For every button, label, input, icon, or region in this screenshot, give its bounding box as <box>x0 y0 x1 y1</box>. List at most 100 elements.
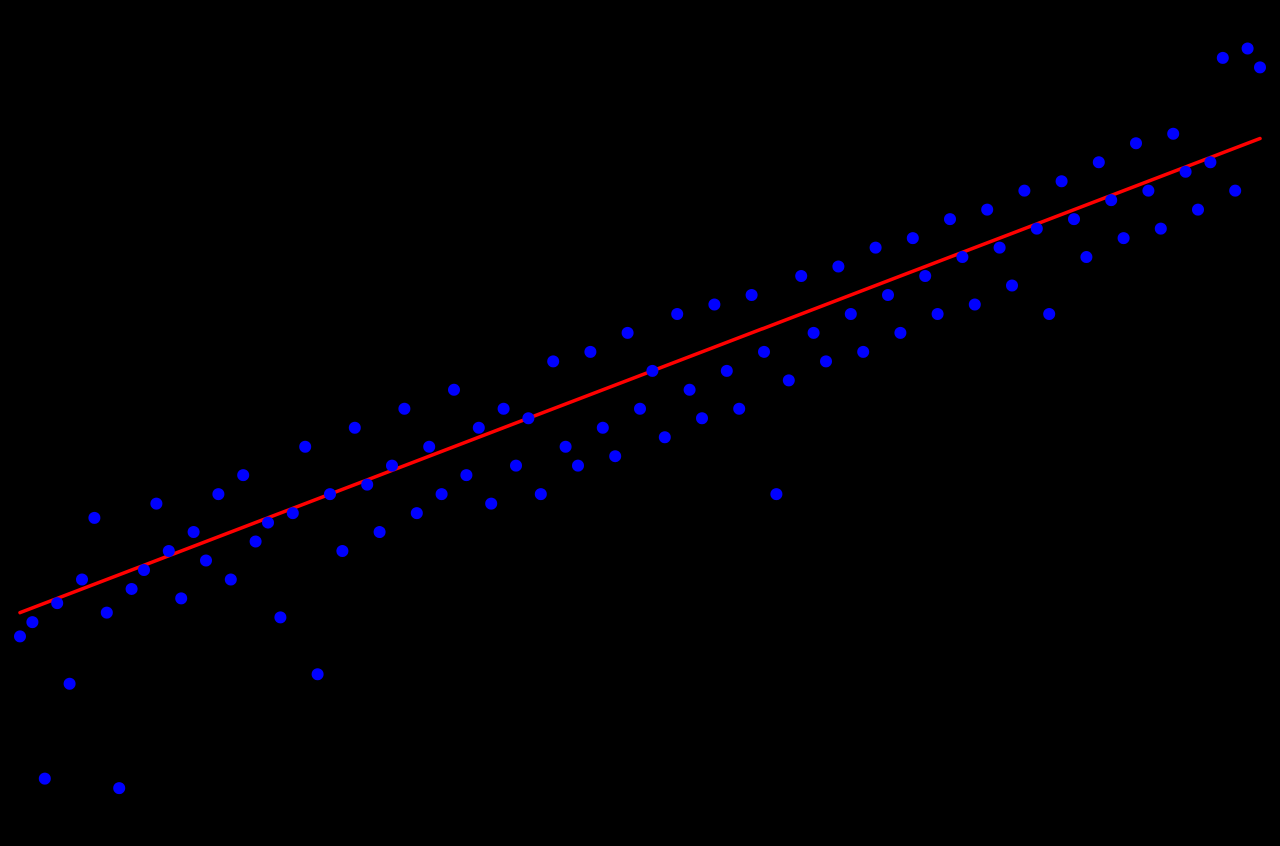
scatter-point <box>498 403 510 415</box>
scatter-point <box>101 607 113 619</box>
scatter-point <box>721 365 733 377</box>
scatter-point <box>969 298 981 310</box>
scatter-point <box>262 517 274 529</box>
scatter-point <box>684 384 696 396</box>
scatter-point <box>1229 185 1241 197</box>
scatter-point <box>14 630 26 642</box>
scatter-point <box>51 597 63 609</box>
scatter-point <box>1031 223 1043 235</box>
scatter-point <box>882 289 894 301</box>
scatter-point <box>795 270 807 282</box>
scatter-point <box>336 545 348 557</box>
scatter-point <box>287 507 299 519</box>
scatter-point <box>250 536 262 548</box>
scatter-point <box>1142 185 1154 197</box>
scatter-point <box>622 327 634 339</box>
scatter-point <box>609 450 621 462</box>
scatter-point <box>460 469 472 481</box>
scatter-point <box>560 441 572 453</box>
scatter-point <box>188 526 200 538</box>
scatter-point <box>374 526 386 538</box>
scatter-point <box>956 251 968 263</box>
scatter-point <box>312 668 324 680</box>
scatter-point <box>907 232 919 244</box>
scatter-point <box>808 327 820 339</box>
scatter-point <box>1118 232 1130 244</box>
scatter-point <box>646 365 658 377</box>
scatter-point <box>1155 223 1167 235</box>
scatter-point <box>386 460 398 472</box>
scatter-point <box>64 678 76 690</box>
scatter-point <box>597 422 609 434</box>
scatter-point <box>1080 251 1092 263</box>
chart-svg <box>0 0 1280 846</box>
scatter-point <box>436 488 448 500</box>
scatter-point <box>671 308 683 320</box>
scatter-point <box>126 583 138 595</box>
scatter-point <box>448 384 460 396</box>
scatter-point <box>770 488 782 500</box>
scatter-point <box>39 773 51 785</box>
scatter-point <box>659 431 671 443</box>
scatter-point <box>88 512 100 524</box>
scatter-point <box>1093 156 1105 168</box>
scatter-point <box>944 213 956 225</box>
scatter-point <box>411 507 423 519</box>
scatter-point <box>1192 204 1204 216</box>
scatter-point <box>1018 185 1030 197</box>
scatter-point <box>932 308 944 320</box>
scatter-point <box>634 403 646 415</box>
scatter-point <box>845 308 857 320</box>
scatter-point <box>349 422 361 434</box>
scatter-point <box>1167 128 1179 140</box>
scatter-point <box>237 469 249 481</box>
scatter-point <box>1217 52 1229 64</box>
scatter-point <box>274 611 286 623</box>
scatter-point <box>857 346 869 358</box>
scatter-point <box>535 488 547 500</box>
scatter-point <box>1242 42 1254 54</box>
scatter-point <box>1105 194 1117 206</box>
chart-background <box>0 0 1280 846</box>
scatter-point <box>113 782 125 794</box>
scatter-point <box>1254 61 1266 73</box>
scatter-point <box>163 545 175 557</box>
scatter-point <box>870 242 882 254</box>
scatter-point <box>361 479 373 491</box>
scatter-point <box>510 460 522 472</box>
scatter-point <box>485 498 497 510</box>
scatter-point <box>76 573 88 585</box>
scatter-point <box>1043 308 1055 320</box>
scatter-point <box>994 242 1006 254</box>
scatter-point <box>832 261 844 273</box>
scatter-point <box>1068 213 1080 225</box>
scatter-point <box>398 403 410 415</box>
scatter-point <box>423 441 435 453</box>
scatter-point <box>138 564 150 576</box>
scatter-point <box>981 204 993 216</box>
scatter-point <box>708 298 720 310</box>
scatter-point <box>225 573 237 585</box>
scatter-point <box>919 270 931 282</box>
scatter-point <box>175 592 187 604</box>
scatter-point <box>150 498 162 510</box>
scatter-point <box>1056 175 1068 187</box>
scatter-point <box>299 441 311 453</box>
scatter-point <box>1006 280 1018 292</box>
scatter-point <box>212 488 224 500</box>
scatter-point <box>584 346 596 358</box>
scatter-point <box>522 412 534 424</box>
scatter-point <box>820 355 832 367</box>
scatter-point <box>783 374 795 386</box>
scatter-point <box>1180 166 1192 178</box>
scatter-point <box>758 346 770 358</box>
scatter-point <box>733 403 745 415</box>
scatter-chart <box>0 0 1280 846</box>
scatter-point <box>572 460 584 472</box>
scatter-point <box>200 554 212 566</box>
scatter-point <box>746 289 758 301</box>
scatter-point <box>547 355 559 367</box>
scatter-point <box>473 422 485 434</box>
scatter-point <box>1130 137 1142 149</box>
scatter-point <box>894 327 906 339</box>
